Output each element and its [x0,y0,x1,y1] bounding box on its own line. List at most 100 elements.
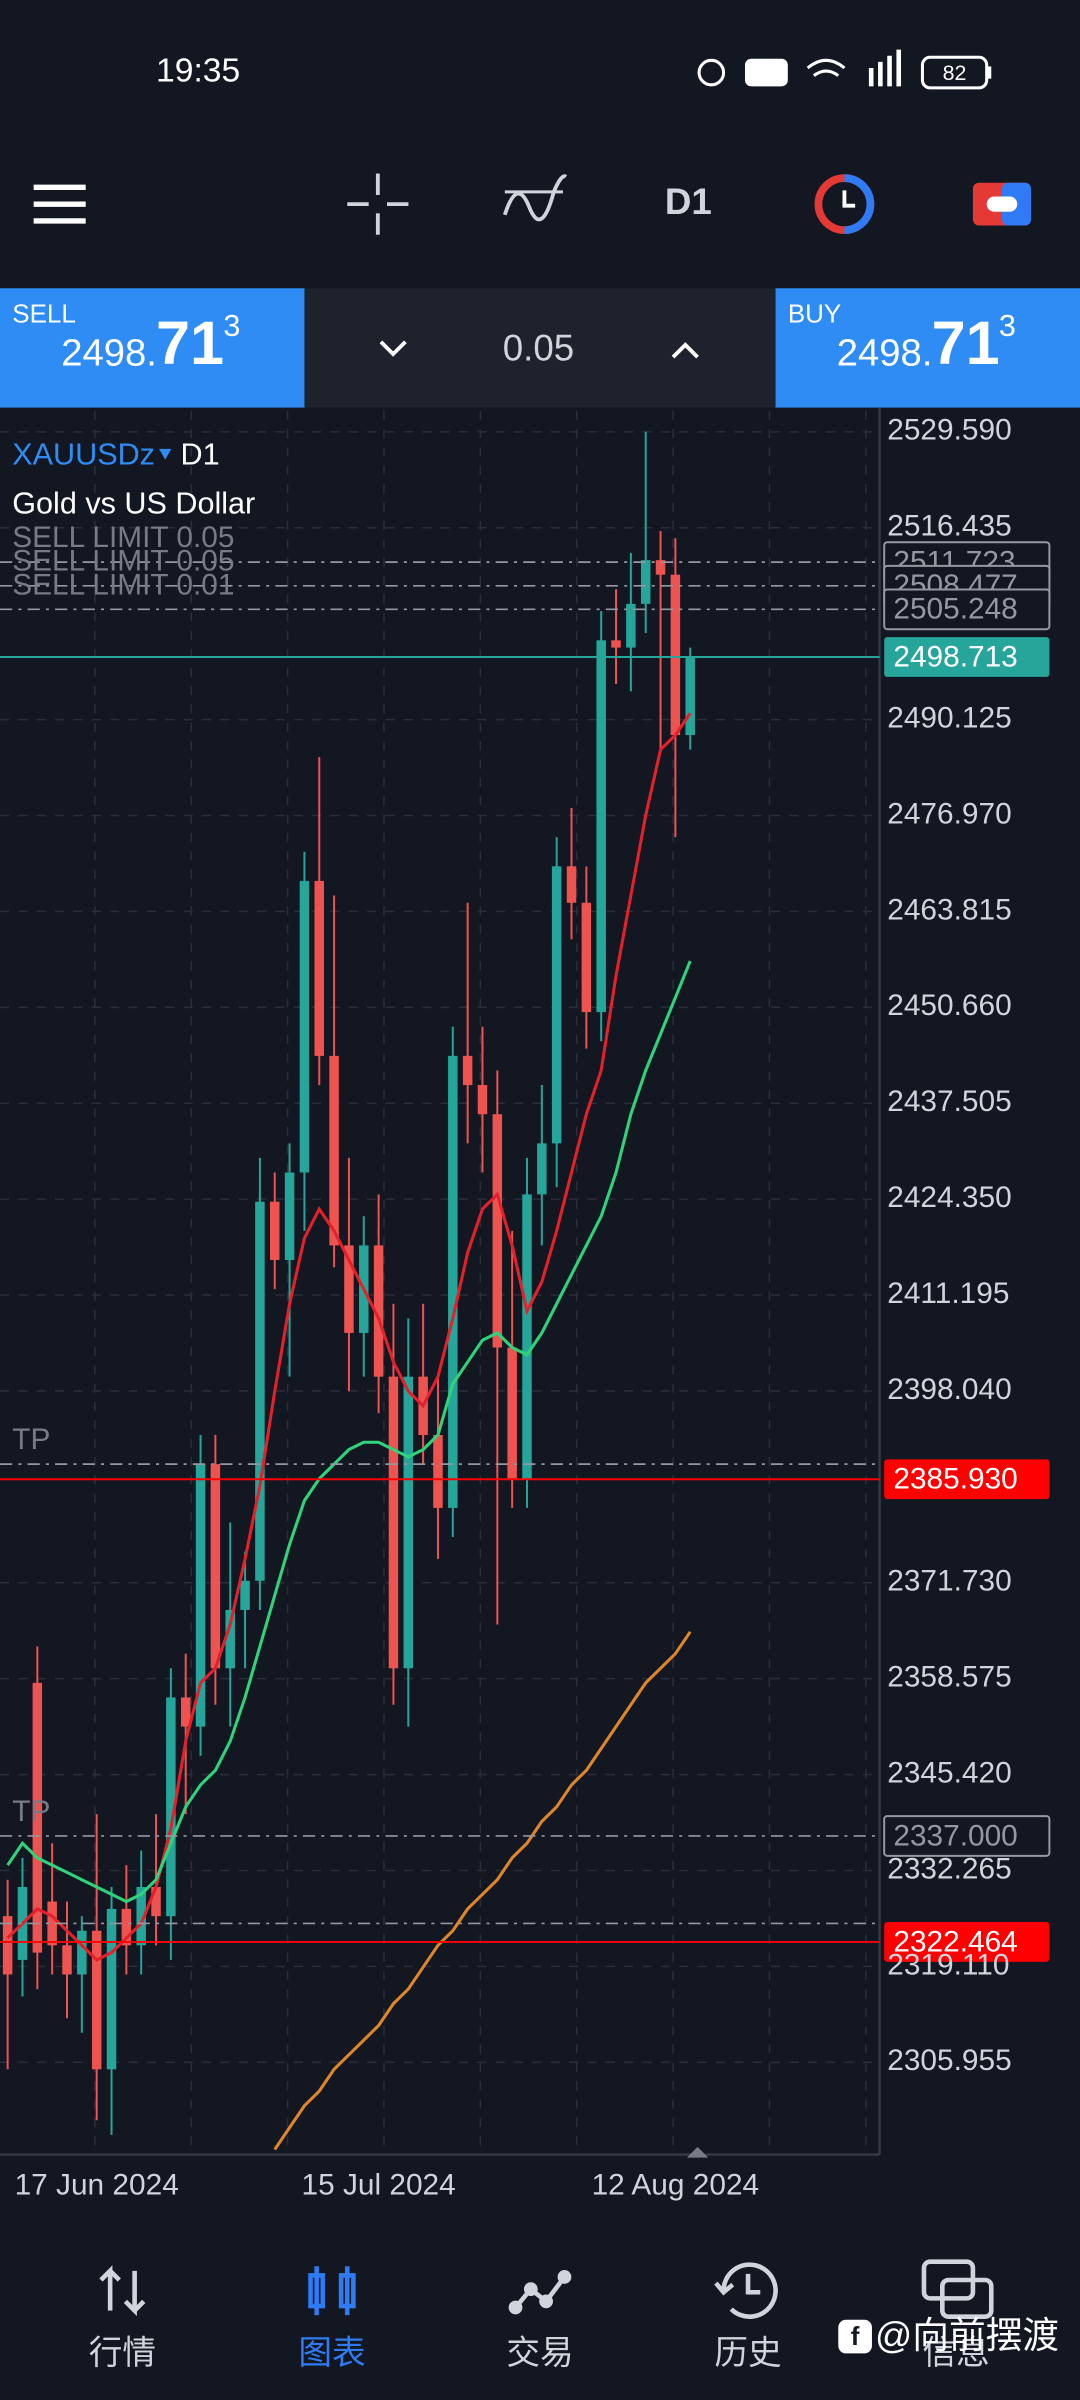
x-tick-label: 12 Aug 2024 [592,2169,760,2202]
price-label-box [884,1459,1050,1500]
candle-body [373,1245,384,1377]
y-tick-label: 2476.970 [887,797,1011,830]
y-tick-label: 2305.955 [887,2044,1011,2077]
moving-average-line [6,960,692,1904]
volume-up-button[interactable] [671,342,699,359]
indicators-button[interactable] [502,174,568,222]
candle-body [121,1908,132,1946]
candle-body [640,560,651,604]
y-tick-label: 2398.040 [887,1373,1011,1406]
order-label: SELL LIMIT 0.05 [12,545,234,578]
candle-body [77,1930,87,1975]
candle-body [210,1464,221,1669]
y-tick-label: 2345.420 [887,1756,1011,1789]
candle-body [611,640,621,648]
candle-body [32,1682,43,1953]
nav-label[interactable]: 信息 [922,2334,989,2372]
timeframe-button[interactable]: D1 [665,181,712,222]
order-label: SELL LIMIT 0.01 [12,568,234,601]
chart-timeframe: D1 [181,438,220,472]
order-label: SELL LIMIT 0.05 [12,521,234,554]
trade-toggle-button[interactable] [972,182,1032,226]
nav-label[interactable]: 历史 [714,2335,781,2372]
quotes-icon [99,2265,146,2317]
volume-value[interactable]: 0.05 [503,328,574,369]
candle-body [47,1901,57,1946]
price-label: 2385.930 [893,1463,1017,1496]
symbol-label[interactable]: XAUUSDz [12,438,155,472]
candle-body [151,1886,161,1917]
watermark: f [838,2319,872,2354]
candle-body [195,1464,206,1727]
price-label-box [883,1815,1051,1857]
y-tick-label: 2529.590 [887,414,1011,447]
status-icons [697,49,992,90]
symbol-dropdown[interactable] [159,448,172,460]
candle-body [225,1609,235,1669]
price-label-box [883,588,1051,631]
buy-price-big: 71 [932,309,1000,377]
candle-body [685,657,695,736]
status-time: 19:35 [156,52,240,89]
y-tick-label: 2490.125 [887,701,1011,734]
crosshair-button[interactable] [347,173,409,235]
candle-body [448,1055,458,1508]
y-tick-label: 2450.660 [887,989,1011,1022]
candle-body [299,880,310,1173]
y-tick-label: 2424.350 [887,1181,1011,1214]
clock-button[interactable] [814,174,875,234]
y-tick-label: 2371.730 [887,1565,1011,1598]
sell-label: SELL [12,299,76,329]
y-tick-label: 2516.435 [887,510,1011,543]
y-tick-label: 2358.575 [887,1661,1011,1694]
candle-body [270,1201,280,1261]
x-tick-label: 17 Jun 2024 [15,2169,179,2202]
menu-button[interactable] [33,184,86,224]
y-tick-label: 2319.110 [887,1948,1009,1981]
volume-down-button[interactable] [379,340,407,357]
candle-body [626,603,636,648]
candle-body [596,640,606,1013]
candle-body [2,1916,13,1975]
sell-price-big: 71 [156,309,224,377]
candle-body [314,880,324,1056]
candle-body [522,1194,532,1479]
candle-body [344,1245,354,1333]
y-tick-label: 2437.505 [887,1085,1011,1118]
candle-body [403,1376,414,1669]
nav-label[interactable]: 行情 [89,2334,156,2372]
price-label: 2498.713 [893,640,1017,673]
chart-icon [308,2266,356,2316]
plot-area [2,431,695,2151]
order-label: TP [12,1795,50,1828]
candle-body [462,1055,473,1086]
y-tick-label: 2411.195 [887,1277,1009,1310]
x-tick-label: 15 Jul 2024 [301,2169,455,2202]
scroll-marker [686,2146,709,2158]
sell-button[interactable] [0,288,305,408]
candle-body [91,1930,102,2070]
candle-body [537,1143,547,1195]
price-label-box [884,637,1050,677]
bottom-nav: 行情 图表 交易 历史 信息 [89,2259,994,2372]
nav-label[interactable]: 交易 [506,2334,573,2372]
price-label-box [884,1922,1050,1962]
candle-body [670,574,681,736]
candle-body [136,1886,146,1946]
price-label: 2337.000 [893,1819,1017,1852]
candle-body [255,1201,265,1581]
price-label: 2505.248 [893,593,1017,626]
nav-label[interactable]: 图表 [298,2334,365,2372]
battery-level: 82 [943,61,967,85]
candle-body [492,1114,503,1348]
candle-body [655,560,666,575]
buy-button[interactable] [775,288,1080,408]
candle-body [62,1945,72,1975]
candle-body [477,1085,488,1115]
buy-price-sup: 3 [999,309,1016,343]
y-tick-label: 2463.815 [887,893,1011,926]
buy-price-prefix: 2498. [837,332,933,375]
grid [0,410,880,2155]
